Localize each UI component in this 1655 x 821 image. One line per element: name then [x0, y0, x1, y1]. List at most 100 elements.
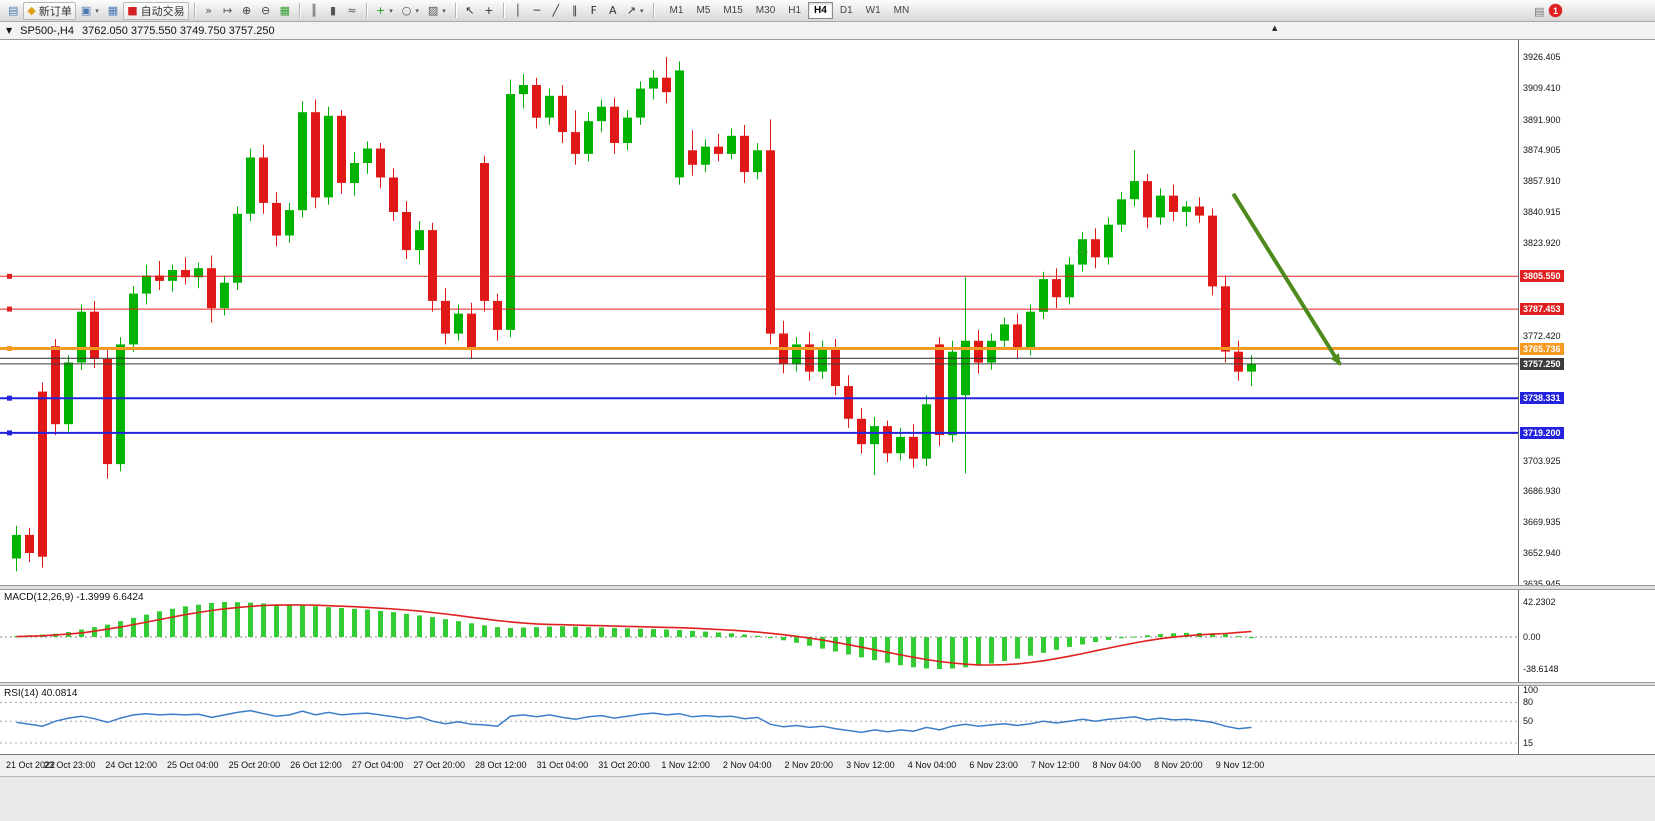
timeframe-m30[interactable]: M30: [755, 5, 776, 16]
add-indicator-button[interactable]: + ▾: [372, 2, 397, 20]
arrows-button[interactable]: ↗ ▾: [623, 2, 648, 20]
candle-body: [597, 106, 606, 122]
macd-bar: [950, 637, 955, 669]
time-axis-label: 9 Nov 12:00: [1215, 760, 1265, 770]
candle-body: [1065, 264, 1074, 298]
price-axis-label: 3926.405: [1523, 52, 1561, 62]
symbol-dropdown-icon[interactable]: ▼: [6, 26, 13, 35]
candle-body: [688, 150, 697, 165]
autotrading-button[interactable]: ■ 自动交易: [123, 1, 189, 20]
tile-windows-icon[interactable]: ▦: [276, 2, 294, 20]
timeframe-m5[interactable]: M5: [696, 5, 711, 16]
rsi-value: 40.0814: [41, 688, 78, 699]
timeframe-h1[interactable]: H1: [788, 5, 802, 16]
macd-bar: [625, 628, 630, 637]
macd-bar: [1106, 637, 1111, 640]
horizontal-line-icon[interactable]: ─: [528, 2, 546, 20]
macd-bar: [677, 630, 682, 637]
macd-bar: [469, 623, 474, 637]
trendline-icon[interactable]: ╱: [547, 2, 565, 20]
panel-splitter[interactable]: [0, 682, 1655, 686]
timeframe-m1[interactable]: M1: [669, 5, 684, 16]
price-axis-label: 3823.920: [1523, 237, 1561, 248]
timeframe-m15[interactable]: M15: [723, 5, 743, 16]
chart-symbol-period: SP500-,H4: [20, 24, 74, 37]
macd-panel-canvas[interactable]: MACD(12,26,9) -1.3999 6.6424: [0, 590, 1518, 682]
chart-shift-icon[interactable]: ↦: [219, 2, 237, 20]
templates-button[interactable]: ▨ ▾: [424, 2, 450, 20]
tile-windows-icon: ▦: [279, 4, 291, 17]
time-axis[interactable]: 21 Oct 2022 23 Oct 23:00 24 Oct 12:00 25 Oc…: [0, 754, 1655, 776]
candle-body: [766, 150, 775, 334]
macd-bar: [235, 602, 240, 637]
trend-arrow[interactable]: [1231, 192, 1342, 367]
macd-bar: [170, 608, 175, 637]
support-line-blue-1-price-tag: 3738.331: [1520, 392, 1564, 405]
candle-body: [610, 106, 619, 143]
candle-body: [181, 270, 190, 278]
support-line-blue-1-anchor[interactable]: [7, 395, 12, 401]
timeframe-h4[interactable]: H4: [808, 2, 833, 19]
channel-icon[interactable]: ∥: [566, 2, 584, 20]
macd-bar: [534, 627, 539, 637]
scroll-marker-icon[interactable]: ▲: [1272, 24, 1278, 32]
time-axis-label: 8 Nov 04:00: [1092, 760, 1142, 770]
autotrading-icon: ■: [127, 4, 138, 17]
timeframe-mn[interactable]: MN: [893, 5, 910, 16]
candle-body: [337, 115, 346, 183]
line-chart-icon[interactable]: ≈: [343, 2, 361, 20]
profiles-icon[interactable]: ▣ ▾: [77, 2, 103, 20]
pivot-line-orange-anchor[interactable]: [7, 346, 12, 351]
candle-body: [506, 94, 515, 330]
timeframe-w1[interactable]: W1: [865, 5, 881, 16]
candle-body: [1208, 215, 1217, 287]
panel-splitter[interactable]: [0, 585, 1655, 590]
main-chart-canvas[interactable]: [0, 40, 1518, 585]
macd-bar: [1119, 637, 1124, 639]
bar-chart-icon[interactable]: ║: [305, 2, 323, 20]
candle-body: [701, 146, 710, 165]
candle-body: [1195, 206, 1204, 216]
fibonacci-icon[interactable]: F: [585, 2, 603, 20]
rsi-panel-canvas[interactable]: RSI(14) 40.0814: [0, 686, 1518, 754]
price-axis-label: 3874.905: [1523, 145, 1561, 156]
macd-bar: [313, 606, 318, 637]
notification-badge[interactable]: 1: [1549, 4, 1562, 17]
candlestick-chart-icon[interactable]: ▮: [324, 2, 342, 20]
zoom-in-icon[interactable]: ⊕: [238, 2, 256, 20]
chart-title-bar: ▼ SP500-,H4 3762.050 3775.550 3749.750 3…: [0, 22, 1655, 40]
crosshair-icon[interactable]: +: [480, 2, 498, 20]
price-axis[interactable]: 3926.405 3909.410 3891.900 3874.905 3857.910…: [1518, 40, 1655, 754]
macd-axis-label: -38.6148: [1523, 664, 1559, 674]
new-order-button[interactable]: ◆ 新订单: [23, 1, 76, 20]
candle-body: [532, 85, 541, 118]
candle-body: [584, 121, 593, 154]
macd-bar: [417, 615, 422, 637]
periods-button[interactable]: ○ ▾: [398, 2, 423, 20]
candle-body: [90, 311, 99, 359]
candle-body: [1143, 181, 1152, 218]
macd-bar: [222, 602, 227, 637]
candle-body: [727, 135, 736, 154]
resistance-line-1-anchor[interactable]: [7, 273, 12, 279]
timeframe-d1[interactable]: D1: [839, 5, 853, 16]
zoom-out-icon[interactable]: ⊖: [257, 2, 275, 20]
macd-bar: [781, 637, 786, 641]
support-line-blue-2-anchor[interactable]: [7, 430, 12, 436]
candle-body: [844, 386, 853, 419]
new-chart-icon: ▤: [8, 4, 19, 17]
macd-bar: [547, 626, 552, 637]
candle-body: [38, 391, 47, 557]
rsi-axis-label: 100: [1523, 685, 1539, 695]
terminal-icon[interactable]: ▦: [104, 2, 122, 20]
alerts-icon[interactable]: ▤: [1530, 2, 1548, 20]
autoscroll-icon[interactable]: »: [200, 2, 218, 20]
new-chart-button[interactable]: ▤: [4, 2, 22, 20]
cursor-icon[interactable]: ↖: [461, 2, 479, 20]
macd-bar: [937, 637, 942, 669]
resistance-line-2-anchor[interactable]: [7, 306, 12, 312]
vertical-line-icon[interactable]: │: [509, 2, 527, 20]
text-icon[interactable]: A: [604, 2, 622, 20]
candle-body: [519, 85, 528, 95]
price-axis-label: 3772.420: [1523, 331, 1561, 342]
